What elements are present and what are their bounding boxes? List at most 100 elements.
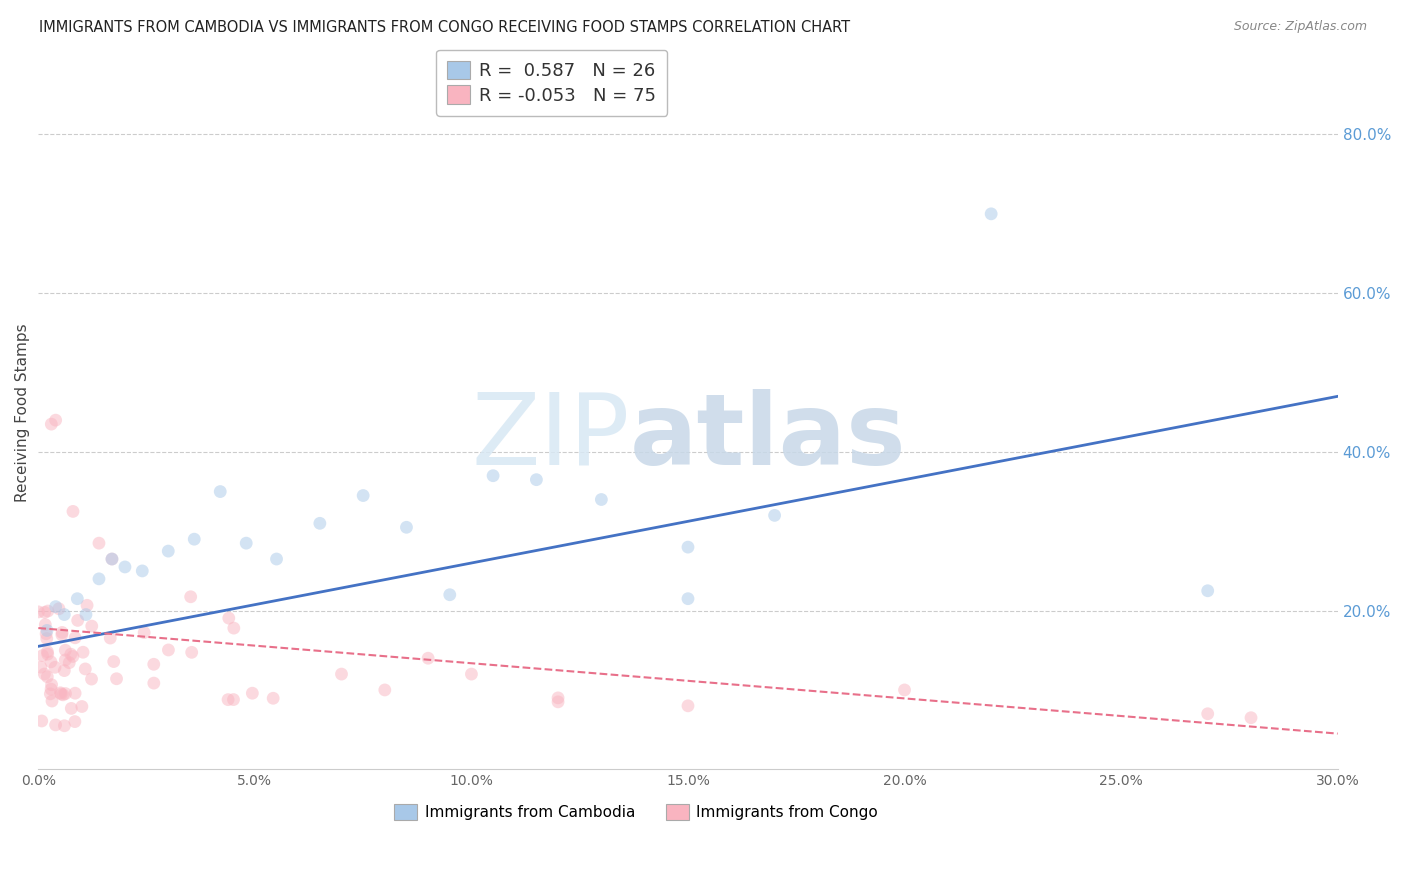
- Text: ZIP: ZIP: [471, 389, 630, 486]
- Point: [180, 590, 202, 604]
- Y-axis label: Receiving Food Stamps: Receiving Food Stamps: [15, 323, 30, 501]
- Point: [374, 682, 396, 697]
- Point: [37, 670, 59, 684]
- Point: [31, 648, 53, 663]
- Point: [52, 688, 75, 702]
- Point: [72, 645, 94, 659]
- Point: [308, 516, 330, 531]
- Point: [460, 667, 482, 681]
- Point: [352, 489, 374, 503]
- Point: [262, 691, 284, 706]
- Point: [80, 619, 103, 633]
- Point: [1197, 583, 1219, 598]
- Legend: Immigrants from Cambodia, Immigrants from Congo: Immigrants from Cambodia, Immigrants fro…: [388, 797, 884, 826]
- Point: [37, 604, 59, 618]
- Text: IMMIGRANTS FROM CAMBODIA VS IMMIGRANTS FROM CONGO RECEIVING FOOD STAMPS CORRELAT: IMMIGRANTS FROM CAMBODIA VS IMMIGRANTS F…: [39, 20, 851, 35]
- Point: [37, 647, 59, 661]
- Point: [35, 624, 58, 638]
- Point: [30, 660, 52, 674]
- Point: [439, 588, 461, 602]
- Point: [526, 473, 548, 487]
- Text: Source: ZipAtlas.com: Source: ZipAtlas.com: [1233, 20, 1367, 33]
- Point: [131, 564, 153, 578]
- Point: [75, 607, 97, 622]
- Point: [893, 682, 915, 697]
- Point: [547, 690, 569, 705]
- Point: [183, 532, 205, 546]
- Point: [114, 560, 136, 574]
- Point: [27, 605, 49, 619]
- Point: [482, 468, 505, 483]
- Point: [101, 552, 124, 566]
- Point: [51, 628, 73, 642]
- Point: [330, 667, 353, 681]
- Point: [1240, 711, 1263, 725]
- Point: [66, 614, 89, 628]
- Point: [1197, 706, 1219, 721]
- Point: [222, 621, 245, 635]
- Point: [53, 719, 76, 733]
- Point: [134, 625, 156, 640]
- Point: [34, 667, 56, 681]
- Point: [180, 645, 202, 659]
- Point: [80, 672, 103, 686]
- Point: [39, 682, 62, 697]
- Text: atlas: atlas: [630, 389, 905, 486]
- Point: [63, 714, 86, 729]
- Point: [763, 508, 786, 523]
- Point: [41, 694, 63, 708]
- Point: [53, 664, 76, 678]
- Point: [35, 627, 58, 641]
- Point: [416, 651, 439, 665]
- Point: [98, 631, 121, 645]
- Point: [980, 207, 1002, 221]
- Point: [63, 631, 86, 645]
- Point: [76, 599, 98, 613]
- Point: [676, 591, 699, 606]
- Point: [235, 536, 257, 550]
- Point: [41, 417, 63, 431]
- Point: [31, 714, 53, 728]
- Point: [63, 686, 86, 700]
- Point: [53, 643, 76, 657]
- Point: [676, 540, 699, 554]
- Point: [59, 647, 82, 661]
- Point: [45, 718, 67, 732]
- Point: [209, 484, 232, 499]
- Point: [53, 653, 76, 667]
- Point: [222, 692, 245, 706]
- Point: [676, 698, 699, 713]
- Point: [142, 676, 165, 690]
- Point: [39, 687, 62, 701]
- Point: [51, 687, 73, 701]
- Point: [240, 686, 263, 700]
- Point: [75, 662, 97, 676]
- Point: [35, 632, 58, 646]
- Point: [217, 692, 239, 706]
- Point: [395, 520, 418, 534]
- Point: [591, 492, 613, 507]
- Point: [37, 645, 59, 659]
- Point: [58, 656, 80, 670]
- Point: [44, 660, 66, 674]
- Point: [34, 606, 56, 620]
- Point: [105, 672, 128, 686]
- Point: [55, 687, 77, 701]
- Point: [49, 686, 72, 700]
- Point: [87, 572, 110, 586]
- Point: [142, 657, 165, 672]
- Point: [266, 552, 288, 566]
- Point: [45, 413, 67, 427]
- Point: [157, 643, 180, 657]
- Point: [87, 536, 110, 550]
- Point: [45, 599, 67, 614]
- Point: [101, 552, 124, 566]
- Point: [34, 617, 56, 632]
- Point: [70, 699, 93, 714]
- Point: [547, 695, 569, 709]
- Point: [62, 649, 84, 664]
- Point: [60, 701, 83, 715]
- Point: [218, 611, 240, 625]
- Point: [53, 607, 76, 622]
- Point: [62, 504, 84, 518]
